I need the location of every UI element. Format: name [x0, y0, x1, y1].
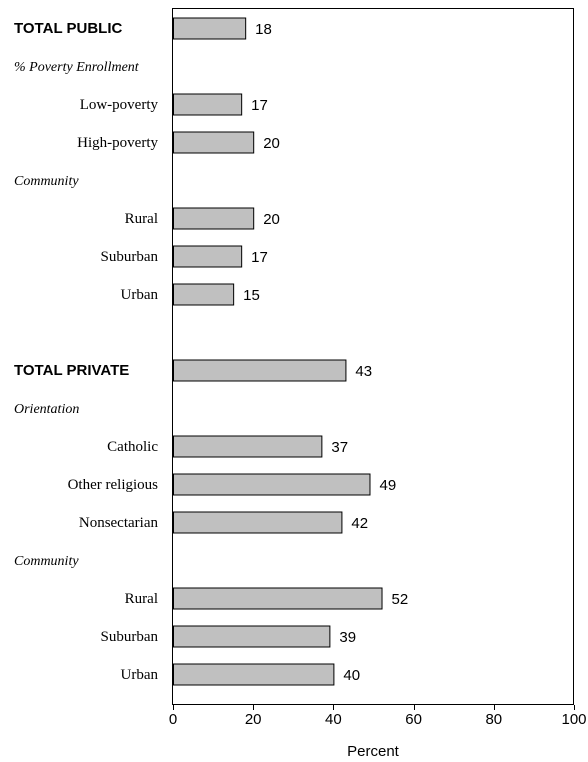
x-tick-label: 40 [325, 711, 342, 728]
bar [173, 473, 371, 496]
bar [173, 511, 343, 534]
data-label: 20 [263, 135, 280, 152]
category-label: Rural [125, 211, 158, 227]
data-label: 17 [251, 249, 268, 266]
data-label: 18 [255, 21, 272, 38]
x-tick-label: 20 [245, 711, 262, 728]
category-label: Low-poverty [80, 97, 159, 113]
section-label: Orientation [14, 402, 79, 417]
x-tick-label: 100 [561, 711, 586, 728]
total-label: TOTAL PRIVATE [14, 362, 129, 379]
category-label: Catholic [107, 439, 158, 455]
x-tick-label: 60 [405, 711, 422, 728]
data-label: 15 [243, 287, 260, 304]
data-label: 52 [392, 591, 409, 608]
category-label: High-poverty [77, 135, 158, 151]
total-label: TOTAL PUBLIC [14, 20, 123, 37]
data-label: 20 [263, 211, 280, 228]
bar [173, 245, 243, 268]
section-label: Community [14, 174, 79, 189]
x-axis: 0 20 40 60 80 100 [169, 8, 587, 728]
data-label: 40 [343, 667, 360, 684]
bar [173, 131, 255, 154]
bar [173, 283, 235, 306]
bar [173, 93, 243, 116]
x-axis-title: Percent [347, 743, 400, 760]
labels-layer: TOTAL PUBLIC 18 % Poverty Enrollment Low-po… [14, 20, 408, 684]
category-label: Suburban [101, 249, 159, 265]
data-label: 49 [379, 477, 396, 494]
category-label: Urban [121, 287, 159, 303]
bar [173, 587, 383, 610]
data-label: 37 [331, 439, 348, 456]
x-tick-label: 0 [169, 711, 177, 728]
category-label: Suburban [101, 629, 159, 645]
category-label: Rural [125, 591, 158, 607]
bar [173, 359, 347, 382]
section-label: % Poverty Enrollment [14, 60, 140, 75]
bars-layer [173, 17, 383, 686]
bar [173, 625, 331, 648]
category-label: Nonsectarian [79, 515, 159, 531]
bar [173, 435, 323, 458]
bar [173, 663, 335, 686]
data-label: 43 [355, 363, 372, 380]
category-label: Other religious [68, 477, 159, 493]
data-label: 42 [351, 515, 368, 532]
bar [173, 17, 247, 40]
section-label: Community [14, 554, 79, 569]
x-tick-label: 80 [485, 711, 502, 728]
data-label: 17 [251, 97, 268, 114]
plot-frame [172, 8, 574, 705]
data-label: 39 [339, 629, 356, 646]
bar [173, 207, 255, 230]
category-label: Urban [121, 667, 159, 683]
